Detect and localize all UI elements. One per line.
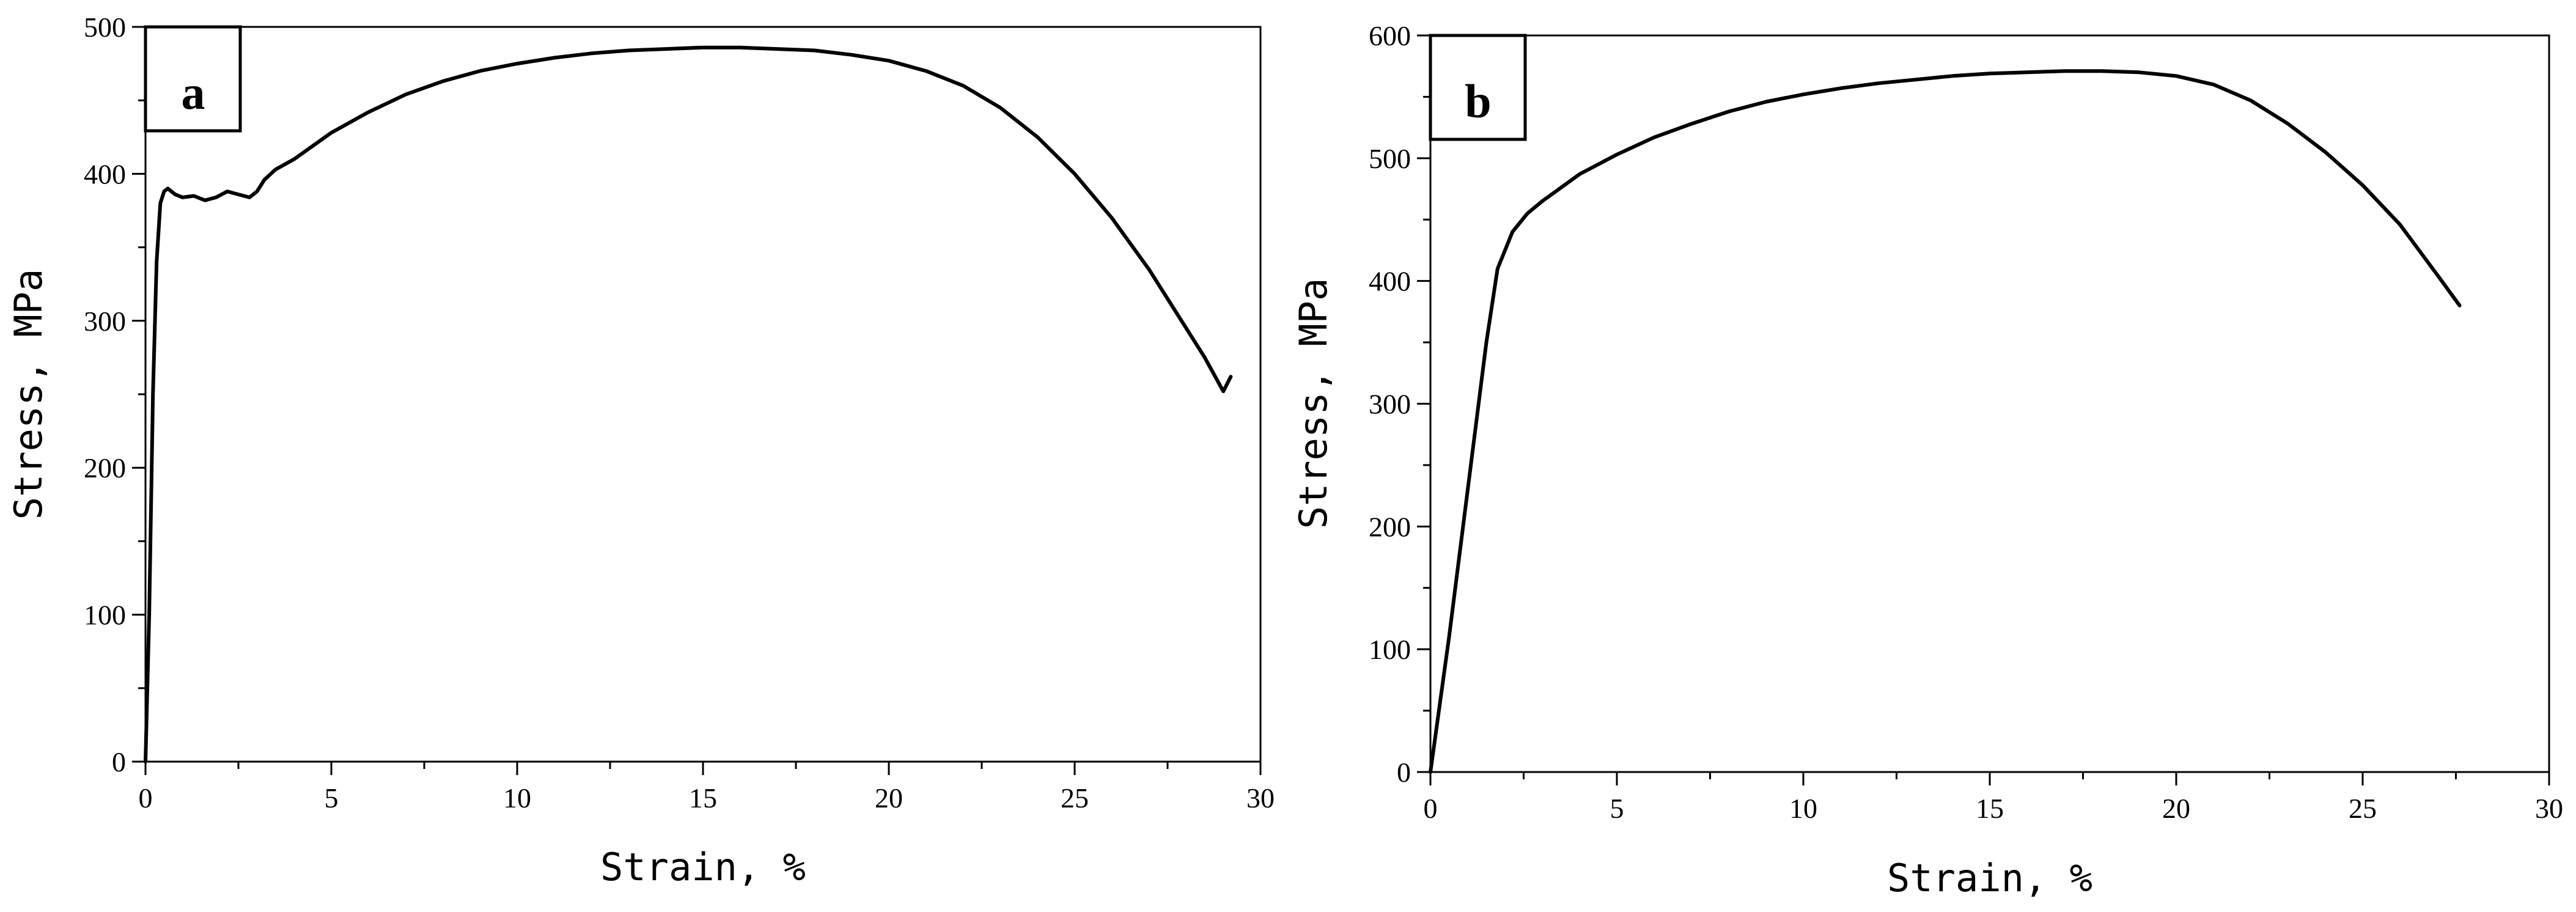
y-tick-label-a: 200	[84, 452, 126, 484]
y-tick-label-a: 300	[84, 306, 126, 337]
y-tick-label-b: 0	[1397, 757, 1411, 788]
y-tick-label-a: 400	[84, 158, 126, 189]
y-tick-label-a: 100	[84, 600, 126, 631]
x-tick-label-a: 0	[139, 782, 153, 814]
panel-label-b: b	[1465, 75, 1491, 128]
x-tick-label-a: 15	[689, 782, 717, 814]
x-tick-label-b: 15	[1976, 793, 2004, 824]
x-tick-label-a: 25	[1061, 782, 1089, 814]
panel-label-box-b	[1429, 34, 1527, 141]
chart-panel-a: 0 5 10 15 20 25 30 0 100 200 300 400 500 a Strain, …	[6, 12, 1275, 889]
y-tick-label-b: 300	[1369, 389, 1411, 420]
y-tick-label-b: 100	[1369, 634, 1411, 665]
y-axis-title-b: Stress, MPa	[1291, 278, 1336, 529]
y-axis-b: 0 100 200 300 400 500 600	[1369, 20, 1430, 788]
stress-strain-curve-b	[1429, 69, 2462, 774]
x-axis-title-a: Strain, %	[600, 845, 806, 889]
x-tick-label-b: 0	[1424, 793, 1438, 824]
stress-strain-curve-a	[144, 45, 1233, 763]
x-axis-title-b: Strain, %	[1887, 856, 2092, 900]
y-tick-label-b: 200	[1369, 511, 1411, 542]
x-tick-label-b: 30	[2535, 793, 2563, 824]
panel-label-box-a	[144, 25, 242, 133]
y-tick-label-a: 500	[84, 12, 126, 43]
plot-frame-a	[144, 26, 1262, 763]
y-tick-label-b: 400	[1369, 266, 1411, 297]
x-axis-a: 0 5 10 15 20 25 30	[139, 762, 1275, 814]
y-axis-a: 0 100 200 300 400 500	[84, 12, 145, 778]
panel-label-a: a	[182, 66, 205, 119]
y-tick-label-a: 0	[112, 746, 126, 778]
x-axis-b: 0 5 10 15 20 25 30	[1424, 772, 2563, 824]
x-tick-label-a: 20	[875, 782, 903, 814]
x-tick-label-b: 20	[2162, 793, 2190, 824]
plot-frame-b	[1429, 34, 2550, 773]
x-tick-label-a: 5	[325, 782, 339, 814]
chart-panel-b: 0 5 10 15 20 25 30 0 100 200 300 400 500 600 b Strai…	[1291, 20, 2563, 900]
x-tick-label-b: 5	[1610, 793, 1624, 824]
x-tick-label-a: 10	[503, 782, 531, 814]
y-axis-title-a: Stress, MPa	[6, 269, 51, 520]
x-tick-label-b: 10	[1789, 793, 1817, 824]
x-tick-label-b: 25	[2349, 793, 2377, 824]
y-tick-label-b: 500	[1369, 143, 1411, 174]
x-tick-label-a: 30	[1246, 782, 1275, 814]
y-tick-label-b: 600	[1369, 20, 1411, 51]
